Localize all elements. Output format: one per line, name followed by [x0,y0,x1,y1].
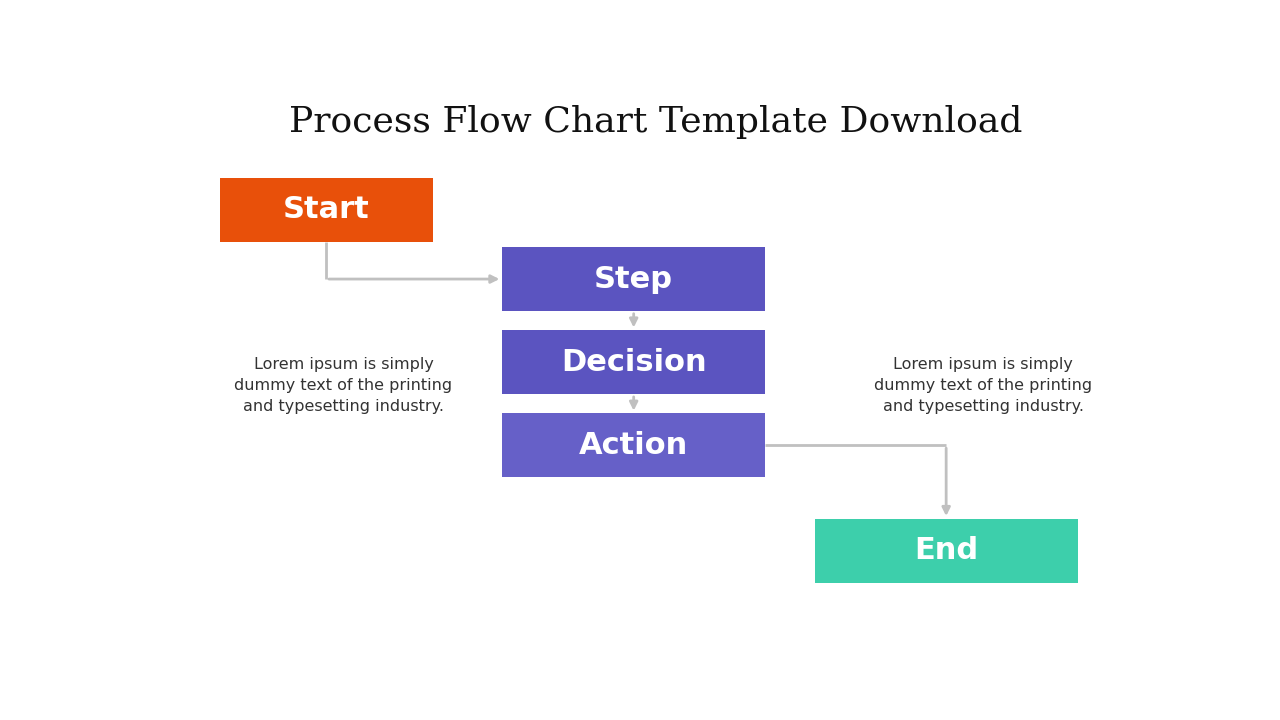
FancyBboxPatch shape [815,519,1078,582]
Text: Lorem ipsum is simply
dummy text of the printing
and typesetting industry.: Lorem ipsum is simply dummy text of the … [874,357,1092,414]
Text: Decision: Decision [561,348,707,377]
Text: Start: Start [283,195,370,224]
Text: End: End [914,536,978,565]
Text: Step: Step [594,264,673,294]
FancyBboxPatch shape [502,330,765,394]
FancyBboxPatch shape [502,413,765,477]
FancyBboxPatch shape [502,247,765,311]
Text: Process Flow Chart Template Download: Process Flow Chart Template Download [289,105,1023,140]
Text: Lorem ipsum is simply
dummy text of the printing
and typesetting industry.: Lorem ipsum is simply dummy text of the … [234,357,453,414]
FancyBboxPatch shape [220,178,433,242]
Text: Action: Action [579,431,689,460]
